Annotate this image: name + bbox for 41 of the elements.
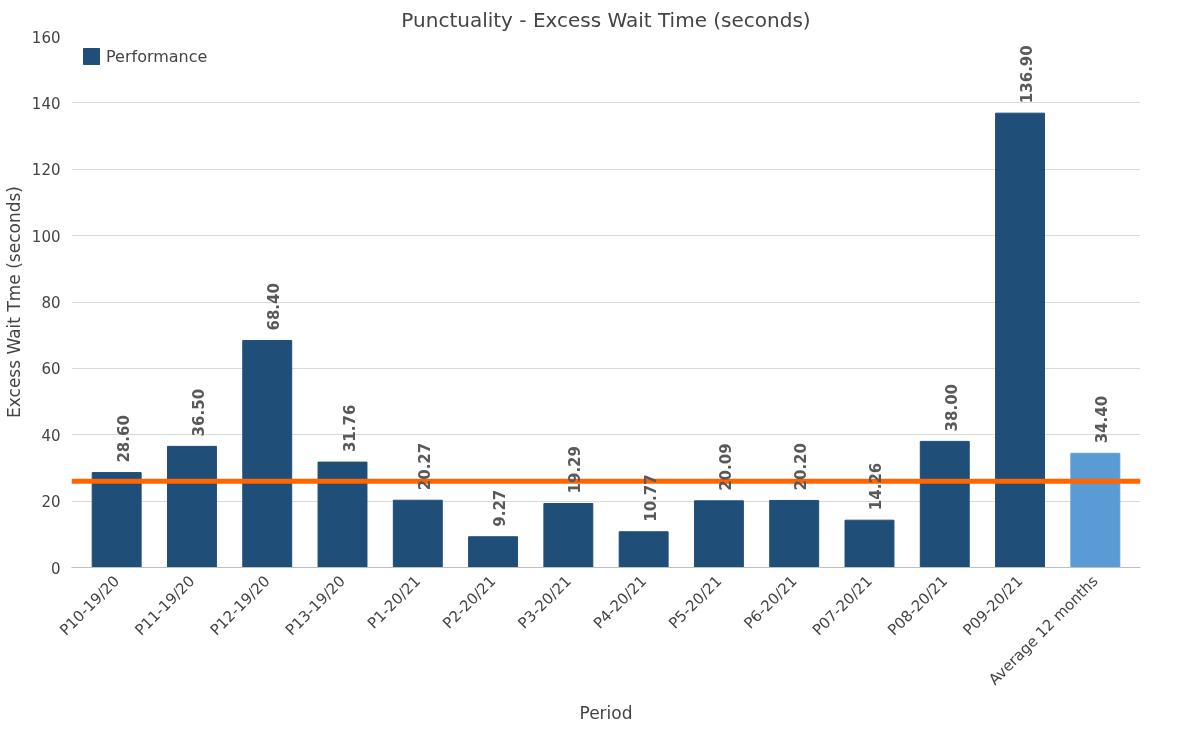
y-axis-title: Excess Wait Tme (seconds)	[3, 186, 24, 418]
y-tick-label: 60	[41, 360, 61, 379]
bar	[844, 519, 895, 568]
bar	[919, 440, 970, 568]
data-label: 28.60	[114, 415, 133, 463]
y-tick-label: 40	[41, 426, 61, 445]
data-label: 136.90	[1018, 45, 1037, 104]
legend-label: Performance	[106, 46, 208, 66]
bar	[166, 445, 217, 568]
data-label: 14.26	[867, 462, 886, 511]
data-label: 19.29	[566, 446, 585, 494]
data-label: 38.00	[942, 383, 961, 432]
bar	[995, 112, 1046, 568]
data-label: 20.09	[716, 443, 735, 491]
data-label: 9.27	[491, 489, 510, 527]
data-label: 10.77	[641, 474, 660, 522]
data-label: 20.27	[415, 442, 434, 491]
data-label: 20.20	[792, 443, 811, 491]
y-tick-label: 160	[31, 28, 61, 47]
chart-title: Punctuality - Excess Wait Time (seconds)	[401, 7, 811, 32]
x-axis-title: Period	[579, 702, 633, 723]
bar	[1070, 452, 1121, 568]
bar	[317, 461, 368, 568]
data-label: 68.40	[265, 283, 284, 331]
bar	[769, 499, 820, 568]
bar	[392, 499, 443, 568]
y-tick-label: 0	[50, 559, 61, 578]
y-tick-label: 80	[41, 294, 61, 312]
data-label: 36.50	[189, 388, 208, 437]
y-tick-label: 140	[31, 94, 61, 113]
data-label: 34.40	[1093, 395, 1112, 444]
bar	[468, 536, 519, 568]
y-tick-label: 100	[31, 227, 61, 246]
bar	[618, 531, 669, 568]
y-tick-label: 120	[31, 161, 61, 180]
bar	[242, 340, 293, 568]
bar	[543, 502, 594, 568]
data-label: 31.76	[340, 404, 359, 453]
y-tick-label: 20	[41, 493, 61, 512]
bar	[693, 500, 744, 568]
bar	[91, 472, 142, 568]
